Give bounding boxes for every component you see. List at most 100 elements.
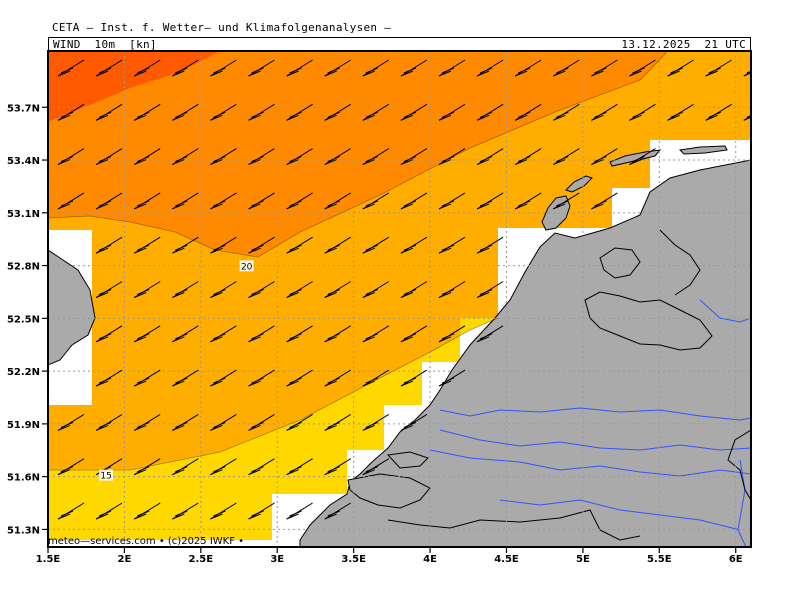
wind-barb [324, 413, 351, 431]
wind-barb [133, 103, 161, 121]
wind-barb [400, 59, 428, 77]
wind-barb [362, 413, 390, 431]
wind-barb [95, 281, 123, 298]
wind-barb [400, 325, 428, 343]
wind-barb [362, 59, 390, 77]
credit-text: meteo—services.com • (c)2025 IWKF • [48, 536, 244, 547]
wind-barb [57, 458, 85, 476]
island-zeeland-1 [347, 473, 431, 509]
wind-barb [248, 192, 275, 210]
wind-barb [324, 281, 351, 298]
wind-barb [286, 236, 313, 254]
wind-barb [133, 458, 161, 476]
wind-barb [95, 502, 123, 520]
wind-barb [133, 413, 161, 431]
island-vlieland [565, 175, 593, 193]
wind-barb [324, 502, 351, 520]
wind-barb [95, 103, 123, 121]
wind-barb [476, 59, 504, 77]
wind-barb [286, 325, 313, 343]
wind-barb [286, 148, 313, 166]
wind-barb [476, 103, 504, 121]
lat-tick-label: 52.2N [7, 367, 40, 378]
wind-barb [210, 103, 237, 121]
wind-barbs [57, 59, 751, 520]
wind-barb [705, 103, 732, 121]
wind-barb [248, 458, 275, 476]
wind-barb [400, 413, 428, 431]
wind-barb [172, 281, 199, 298]
wind-barb [438, 236, 466, 254]
contour-label: 20 [241, 262, 253, 272]
map-subheader: WIND 10m [kn] 13.12.2025 21 UTC [48, 37, 751, 51]
wind-barb [591, 192, 618, 210]
wind-barb [629, 59, 656, 77]
wind-barb [438, 59, 466, 77]
wind-barb [438, 103, 466, 121]
wind-barb [553, 148, 580, 166]
wind-barb [172, 192, 199, 210]
wind-barb [133, 325, 161, 343]
wind-barb [133, 148, 161, 166]
wind-barb [514, 148, 542, 166]
wind-barb [248, 236, 275, 254]
wind-barb [667, 59, 694, 77]
coastline-north [659, 229, 701, 296]
wind-barb [210, 325, 237, 343]
lon-tick-label: 4E [423, 554, 437, 565]
wind-barb [324, 325, 351, 343]
rivers [429, 299, 751, 547]
wind-barb [438, 192, 466, 210]
wind-barb [362, 369, 390, 387]
wind-barb [57, 59, 85, 77]
wind-barb [362, 103, 390, 121]
wind-barb [438, 369, 466, 387]
wind-barb [400, 148, 428, 166]
wind-barb [172, 502, 199, 520]
wind-barb [57, 413, 85, 431]
wind-barb [286, 103, 313, 121]
wind-barb [324, 59, 351, 77]
wind-barb [324, 458, 351, 476]
lat-tick-label: 53.4N [7, 156, 40, 167]
wind-barb [57, 103, 85, 121]
island-ameland [678, 145, 728, 155]
wind-barb [210, 281, 237, 298]
wind-barb [172, 59, 199, 77]
wind-barb [629, 103, 656, 121]
wind-barb [400, 281, 428, 298]
wind-barb [57, 502, 85, 520]
variable-label: WIND 10m [kn] [53, 38, 157, 51]
wind-barb [95, 236, 123, 254]
wind-barb [324, 148, 351, 166]
contour-label-bg [99, 469, 114, 481]
wind-barb [248, 413, 275, 431]
wind-barb [553, 103, 580, 121]
lon-tick-label: 5E [576, 554, 590, 565]
wind-band-10-15 [48, 318, 498, 540]
longitude-axis: 1.5E 2E 2.5E 3E 3.5E 4E 4.5E 5E 5.5E 6E [36, 547, 743, 565]
lat-tick-label: 53.7N [7, 103, 40, 114]
lat-tick-label: 51.9N [7, 420, 40, 431]
wind-barb [133, 236, 161, 254]
wind-barb [667, 103, 694, 121]
wind-barb [210, 369, 237, 387]
wind-barb [591, 148, 618, 166]
wind-barb [172, 148, 199, 166]
wind-barb [95, 413, 123, 431]
map-frame [47, 50, 752, 548]
wind-barb [476, 148, 504, 166]
wind-barb [438, 325, 466, 343]
wind-barb [57, 148, 85, 166]
contour-label-bg [239, 260, 254, 272]
wind-barb [172, 103, 199, 121]
page-title: CETA — Inst. f. Wetter— und Klimafolgena… [52, 21, 392, 34]
wind-barb [95, 325, 123, 343]
wind-barb [476, 236, 504, 254]
wind-barb [210, 148, 237, 166]
wind-barb [172, 458, 199, 476]
wind-barb [438, 148, 466, 166]
wind-barb [210, 59, 237, 77]
